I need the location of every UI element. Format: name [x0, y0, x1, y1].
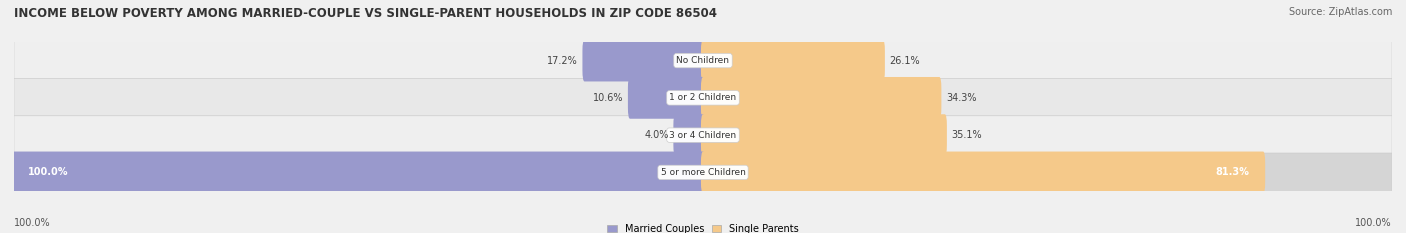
FancyBboxPatch shape — [14, 153, 1392, 192]
FancyBboxPatch shape — [673, 114, 704, 156]
FancyBboxPatch shape — [702, 77, 942, 119]
Text: 4.0%: 4.0% — [644, 130, 669, 140]
Text: 10.6%: 10.6% — [592, 93, 623, 103]
FancyBboxPatch shape — [13, 151, 704, 193]
Text: Source: ZipAtlas.com: Source: ZipAtlas.com — [1288, 7, 1392, 17]
Text: 26.1%: 26.1% — [890, 56, 921, 65]
FancyBboxPatch shape — [14, 41, 1392, 80]
FancyBboxPatch shape — [702, 114, 946, 156]
Text: 100.0%: 100.0% — [1355, 218, 1392, 228]
Text: 3 or 4 Children: 3 or 4 Children — [669, 131, 737, 140]
Text: 17.2%: 17.2% — [547, 56, 578, 65]
Text: INCOME BELOW POVERTY AMONG MARRIED-COUPLE VS SINGLE-PARENT HOUSEHOLDS IN ZIP COD: INCOME BELOW POVERTY AMONG MARRIED-COUPL… — [14, 7, 717, 20]
Text: 81.3%: 81.3% — [1215, 168, 1250, 177]
FancyBboxPatch shape — [14, 79, 1392, 117]
FancyBboxPatch shape — [14, 116, 1392, 154]
Legend: Married Couples, Single Parents: Married Couples, Single Parents — [607, 224, 799, 233]
FancyBboxPatch shape — [702, 40, 884, 82]
Text: 100.0%: 100.0% — [14, 218, 51, 228]
Text: 35.1%: 35.1% — [952, 130, 983, 140]
FancyBboxPatch shape — [628, 77, 704, 119]
FancyBboxPatch shape — [702, 151, 1265, 193]
Text: 34.3%: 34.3% — [946, 93, 977, 103]
Text: No Children: No Children — [676, 56, 730, 65]
Text: 1 or 2 Children: 1 or 2 Children — [669, 93, 737, 102]
FancyBboxPatch shape — [582, 40, 704, 82]
Text: 100.0%: 100.0% — [28, 168, 69, 177]
Text: 5 or more Children: 5 or more Children — [661, 168, 745, 177]
